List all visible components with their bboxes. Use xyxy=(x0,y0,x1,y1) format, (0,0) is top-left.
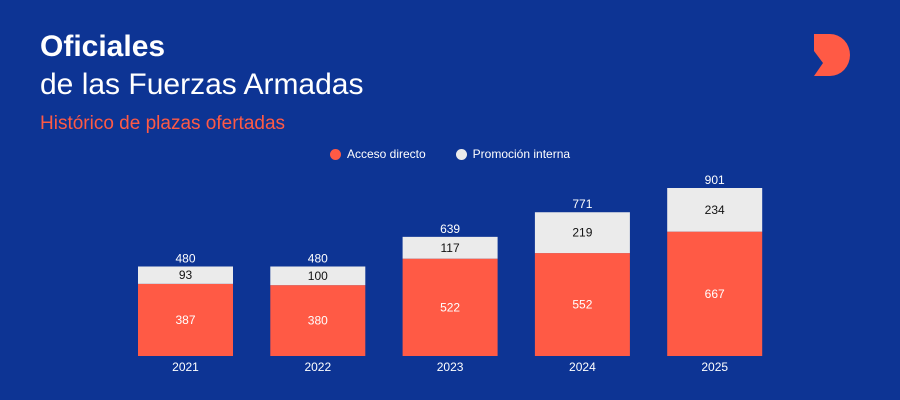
x-tick-label: 2025 xyxy=(701,360,728,374)
bar-promocion-interna xyxy=(138,266,233,284)
data-label-promocion: 234 xyxy=(705,203,725,217)
legend-item-acceso: Acceso directo xyxy=(329,147,426,161)
chart-tagline: Histórico de plazas ofertadas xyxy=(40,113,286,134)
x-tick-label: 2024 xyxy=(569,360,596,374)
bar-acceso-directo xyxy=(138,283,233,356)
data-label-promocion: 100 xyxy=(308,269,328,283)
data-label-acceso: 522 xyxy=(440,300,460,314)
bar-acceso-directo xyxy=(270,285,366,356)
bar-acceso-directo xyxy=(534,253,630,356)
chart-subtitle: de las Fuerzas Armadas xyxy=(40,68,364,101)
bar-acceso-directo xyxy=(402,258,498,356)
x-tick-label: 2022 xyxy=(304,360,331,374)
legend: Acceso directo Promoción interna xyxy=(0,147,900,161)
legend-item-promocion: Promoción interna xyxy=(455,147,571,161)
data-label-promocion: 93 xyxy=(179,268,193,282)
legend-swatch-acceso xyxy=(329,148,341,160)
bar-promocion-interna xyxy=(402,236,498,259)
data-label-acceso: 387 xyxy=(175,313,195,327)
data-label-total: 901 xyxy=(705,173,725,187)
legend-swatch-promocion xyxy=(455,148,467,160)
data-label-acceso: 380 xyxy=(308,314,328,328)
bar-promocion-interna xyxy=(667,188,763,232)
legend-label-acceso: Acceso directo xyxy=(346,147,426,161)
data-label-acceso: 552 xyxy=(572,298,592,312)
data-label-promocion: 219 xyxy=(572,226,592,240)
data-label-total: 639 xyxy=(440,222,460,236)
data-label-total: 771 xyxy=(572,197,592,211)
x-tick-label: 2021 xyxy=(172,360,199,374)
legend-label-promocion: Promoción interna xyxy=(472,147,571,161)
bar-acceso-directo xyxy=(667,231,763,356)
data-label-total: 480 xyxy=(175,251,195,265)
data-label-promocion: 117 xyxy=(441,241,460,255)
data-label-acceso: 667 xyxy=(705,287,725,301)
bar-promocion-interna xyxy=(534,212,630,254)
bar-promocion-interna xyxy=(270,266,366,286)
x-tick-label: 2023 xyxy=(437,360,464,374)
d-logo-icon xyxy=(814,34,850,76)
data-label-total: 480 xyxy=(308,251,328,265)
chart-title: Oficiales xyxy=(40,30,166,63)
